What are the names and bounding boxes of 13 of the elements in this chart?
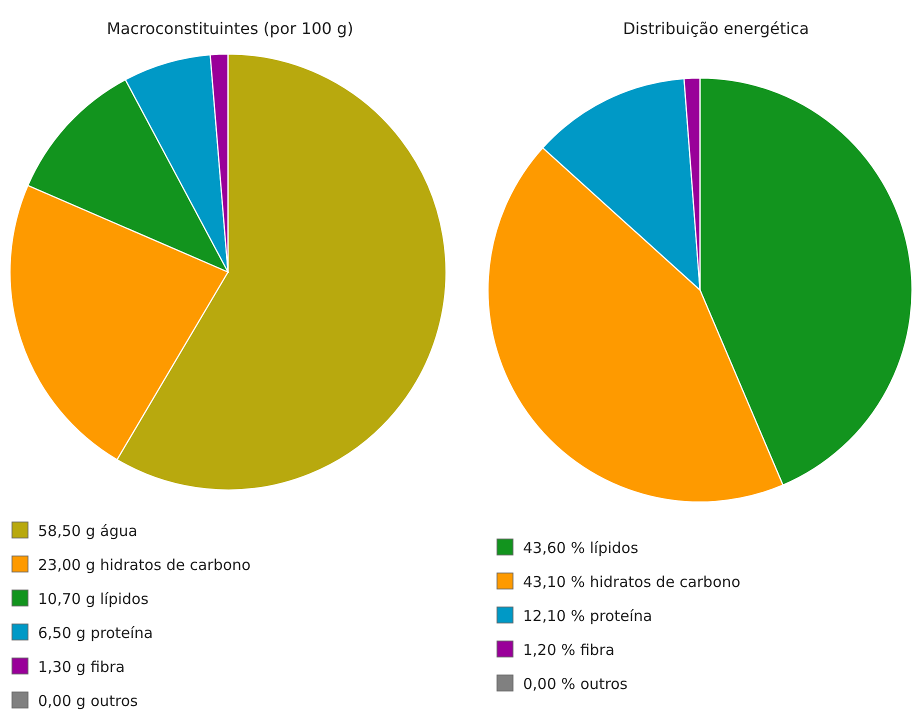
legend-label: 43,60 % lípidos bbox=[523, 539, 638, 557]
legend-label: 1,20 % fibra bbox=[523, 641, 615, 659]
legend-label: 12,10 % proteína bbox=[523, 607, 652, 625]
legend-label: 10,70 g lípidos bbox=[38, 590, 149, 608]
legend-label: 58,50 g água bbox=[38, 522, 138, 540]
legend-label: 1,30 g fibra bbox=[38, 658, 125, 676]
legend-label: 23,00 g hidratos de carbono bbox=[38, 556, 251, 574]
legend-label: 0,00 % outros bbox=[523, 675, 628, 693]
legend-label: 6,50 g proteína bbox=[38, 624, 153, 642]
chart-title: Macroconstituintes (por 100 g) bbox=[106, 19, 354, 38]
chart-title: Distribuição energética bbox=[622, 19, 810, 38]
legend-label: 43,10 % hidratos de carbono bbox=[523, 573, 740, 591]
legend-label: 0,00 g outros bbox=[38, 692, 138, 710]
